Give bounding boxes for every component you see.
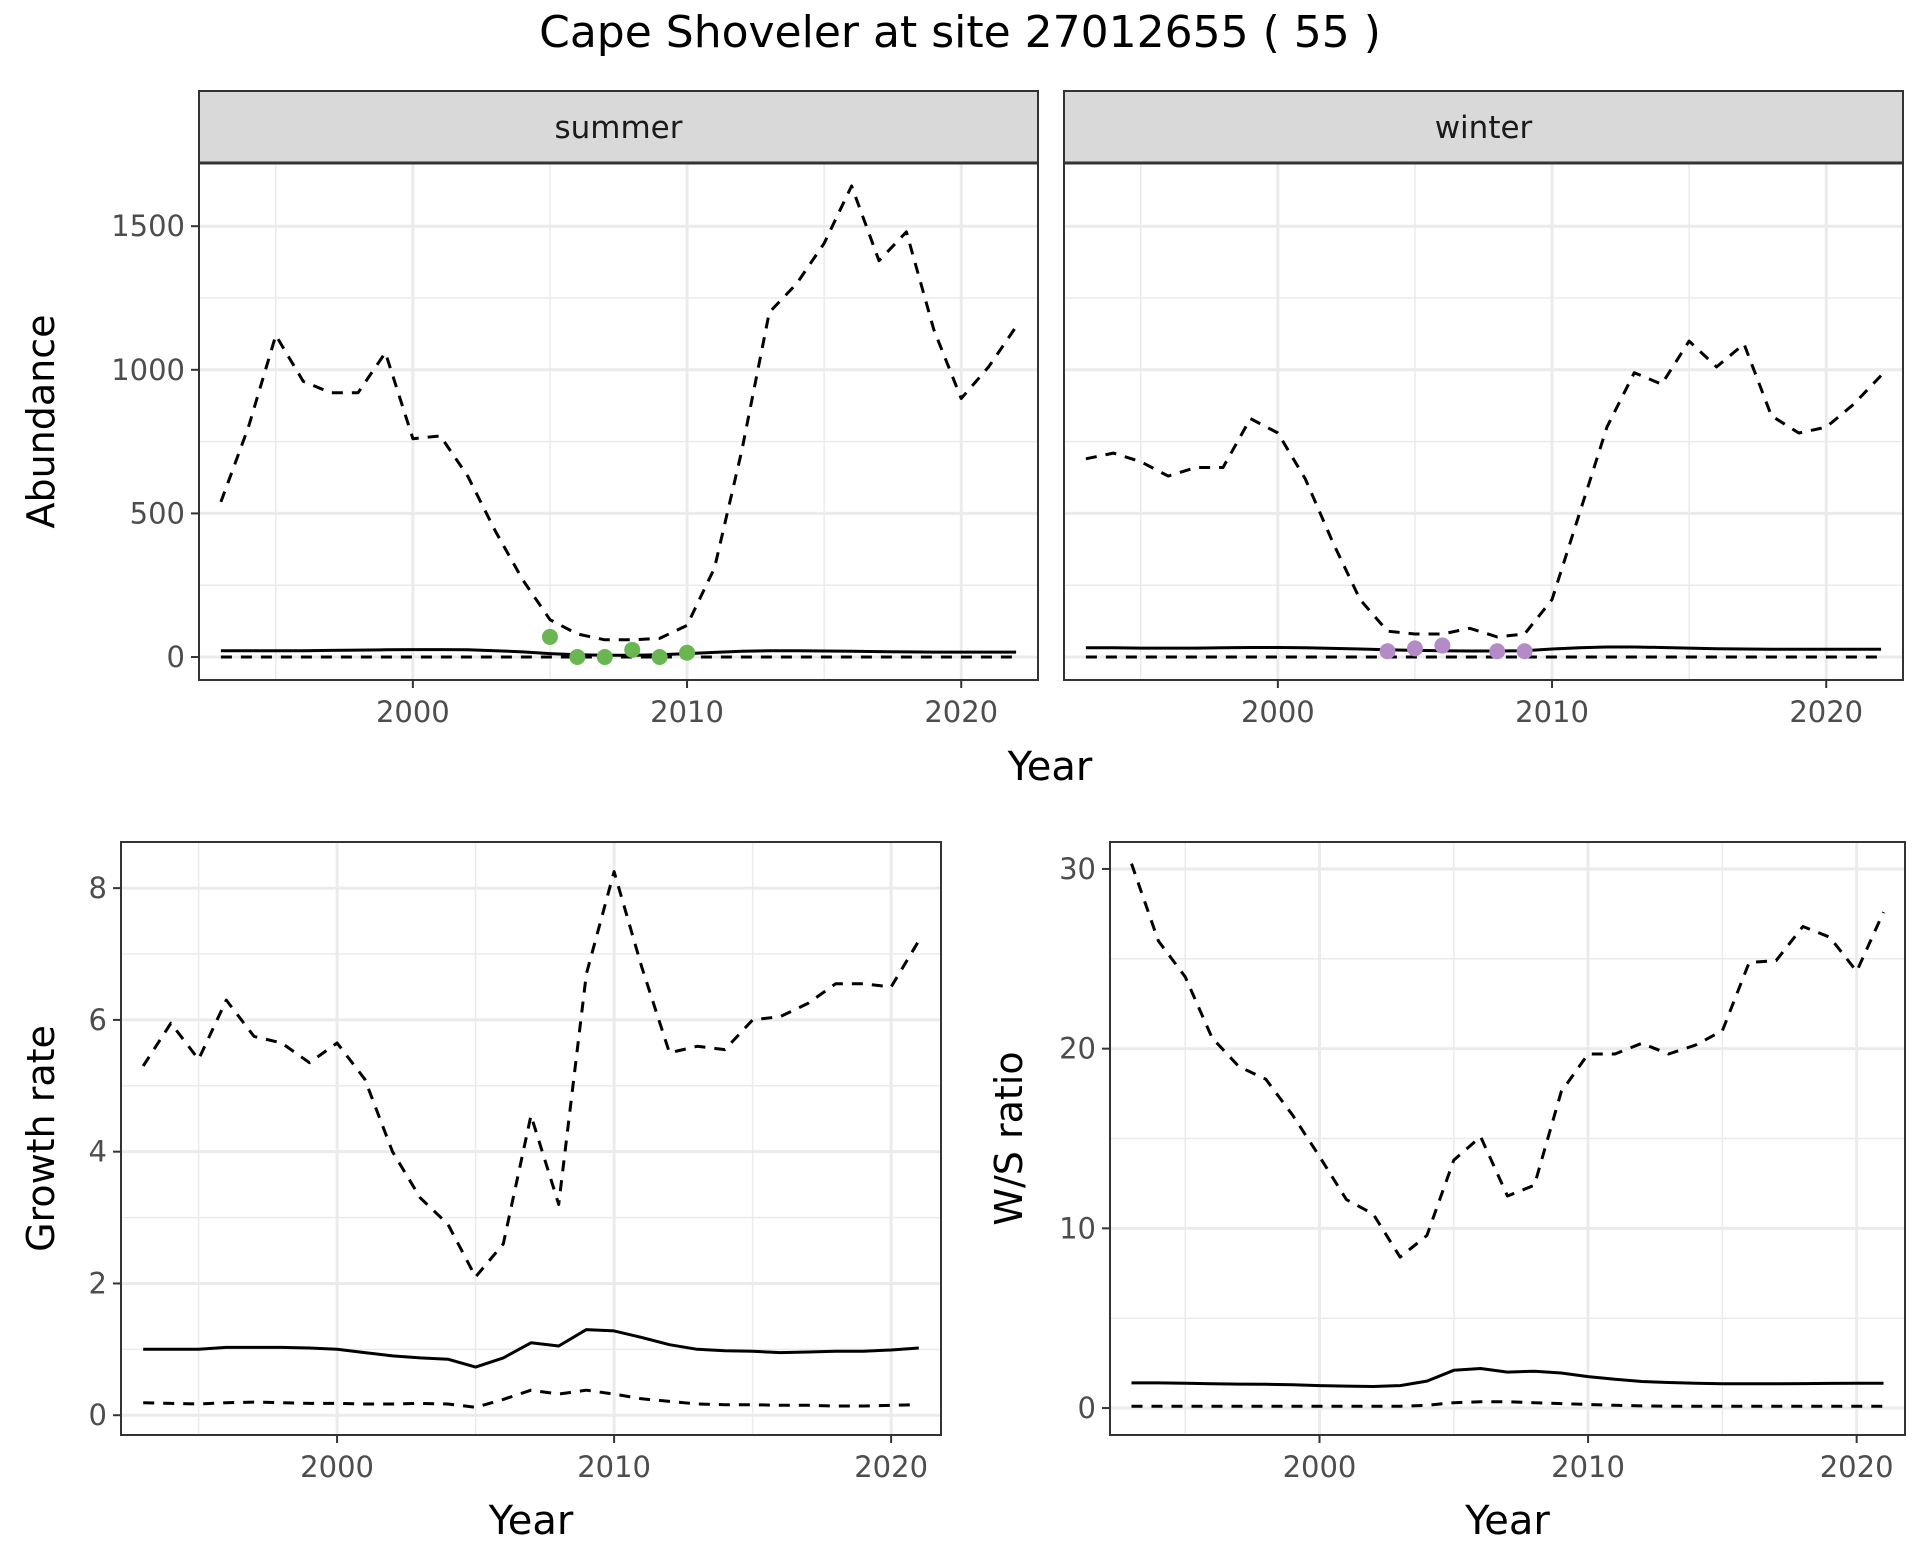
panel-background (1064, 163, 1903, 680)
data-point (1434, 637, 1451, 654)
x-tick-label: 2010 (1551, 1450, 1625, 1484)
panel-1: winter 2000 2010 2020 (1063, 90, 1904, 729)
panel-series (1085, 339, 1883, 660)
data-point (1516, 643, 1533, 660)
series-line-dashed-1 (1130, 863, 1885, 1259)
panel-series (1130, 863, 1885, 1408)
y-tick-label: 2 (89, 1266, 107, 1300)
y-tick-label: 500 (130, 496, 185, 530)
x-tick-label: 2000 (376, 695, 450, 729)
x-tick-label: 2010 (577, 1450, 651, 1484)
facet-label-winter: winter (1435, 110, 1533, 146)
y-axis-label: W/S ratio (987, 1051, 1031, 1225)
data-point (569, 649, 586, 666)
x-tick-label: 2020 (924, 695, 998, 729)
data-point (1379, 643, 1396, 660)
x-tick-label: 2010 (650, 695, 724, 729)
series-line-dashed-2 (1131, 1400, 1884, 1408)
y-tick-label: 6 (89, 1003, 107, 1037)
series-line-dashed-1 (141, 870, 921, 1279)
panel-2: 2000 2010 2020 0 2 4 6 8 Growth rate Year (19, 841, 942, 1544)
panel-border (1109, 841, 1906, 1436)
x-tick-label: 2010 (1515, 695, 1589, 729)
x-tick-label: 2000 (1241, 695, 1315, 729)
series-line-dashed-2 (143, 1388, 919, 1409)
x-axis-label: Year (1464, 1498, 1550, 1544)
data-point (1489, 643, 1506, 660)
y-tick-label: 0 (1078, 1391, 1096, 1425)
y-axis-label: Growth rate (19, 1025, 63, 1252)
y-tick-label: 30 (1059, 852, 1096, 886)
data-point (624, 641, 641, 658)
figure-title: Cape Shoveler at site 27012655 ( 55 ) (539, 7, 1381, 58)
y-tick-label: 1000 (111, 353, 185, 387)
x-axis-label-abundance: Year (1007, 744, 1093, 790)
y-tick-label: 0 (89, 1398, 107, 1432)
x-tick-label: 2020 (854, 1450, 928, 1484)
facet-strip (1063, 90, 1904, 164)
panel-3: 2000 2010 2020 0 10 20 30 W/S ratio Year (987, 841, 1906, 1544)
data-point (679, 644, 696, 661)
series-line-solid-0 (1085, 645, 1882, 653)
y-axis-label: Abundance (19, 314, 63, 528)
x-axis-label: Year (488, 1498, 574, 1544)
data-point (651, 649, 668, 666)
y-tick-label: 10 (1059, 1211, 1096, 1245)
y-tick-label: 8 (89, 871, 107, 905)
x-tick-label: 2000 (1283, 1450, 1357, 1484)
y-tick-label: 4 (89, 1135, 107, 1169)
series-line-solid-0 (143, 1328, 919, 1369)
x-tick-label: 2020 (1789, 695, 1863, 729)
y-tick-label: 20 (1059, 1032, 1096, 1066)
y-tick-label: 1500 (111, 209, 185, 243)
x-tick-label: 2020 (1820, 1450, 1894, 1484)
panel-series (141, 870, 921, 1409)
facet-label-summer: summer (554, 110, 682, 146)
data-point (596, 649, 613, 666)
data-point (541, 628, 558, 645)
panel-series (219, 184, 1018, 666)
panel-border (120, 841, 942, 1436)
series-line-dashed-1 (219, 184, 1018, 642)
series-line-solid-0 (220, 648, 1017, 657)
panel-0: summer 2000 2010 2020 0 500 1000 1500 Abundance (19, 90, 1039, 729)
data-point (1406, 640, 1423, 657)
panel-background (199, 163, 1038, 680)
panel-background (121, 842, 941, 1435)
series-line-solid-0 (1131, 1367, 1884, 1388)
x-tick-label: 2000 (300, 1450, 374, 1484)
y-tick-label: 0 (167, 640, 185, 674)
